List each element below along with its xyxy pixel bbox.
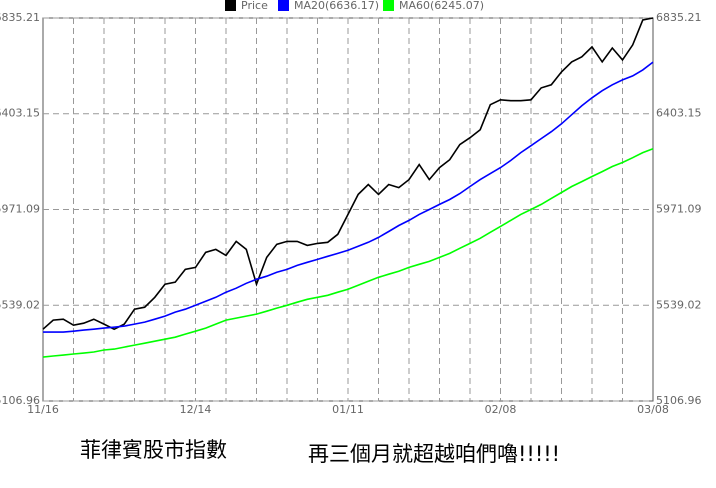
legend-label: MA20(6636.17) — [294, 0, 379, 12]
caption: 再三個月就超越咱們嚕!!!!! — [308, 442, 560, 466]
y-tick-label-right: 6403.15 — [656, 107, 702, 120]
x-tick-label: 11/16 — [27, 403, 59, 416]
y-tick-label: 5106.96 — [0, 394, 40, 407]
y-tick-label-right: 5539.02 — [656, 298, 702, 311]
y-tick-label-right: 6835.21 — [656, 11, 702, 24]
caption: 菲律賓股市指數 — [80, 438, 227, 462]
price-line — [42, 148, 654, 358]
legend-label: MA60(6245.07) — [399, 0, 484, 12]
y-tick-label-right: 5106.96 — [656, 394, 702, 407]
x-tick-label: 02/08 — [485, 403, 517, 416]
y-tick-label: 5971.09 — [0, 202, 40, 215]
legend-label: Price — [241, 0, 268, 12]
y-tick-label: 6835.21 — [0, 11, 40, 24]
y-tick-label-right: 5971.09 — [656, 202, 702, 215]
legend-swatch — [383, 0, 394, 11]
legend-swatch — [225, 0, 236, 11]
price-line — [42, 17, 654, 331]
price-line — [43, 61, 654, 333]
x-tick-label: 03/08 — [637, 403, 669, 416]
y-tick-label: 6403.15 — [0, 107, 40, 120]
legend-swatch — [278, 0, 289, 11]
y-tick-label: 5539.02 — [0, 298, 40, 311]
x-tick-label: 12/14 — [180, 403, 212, 416]
x-tick-label: 01/11 — [332, 403, 364, 416]
